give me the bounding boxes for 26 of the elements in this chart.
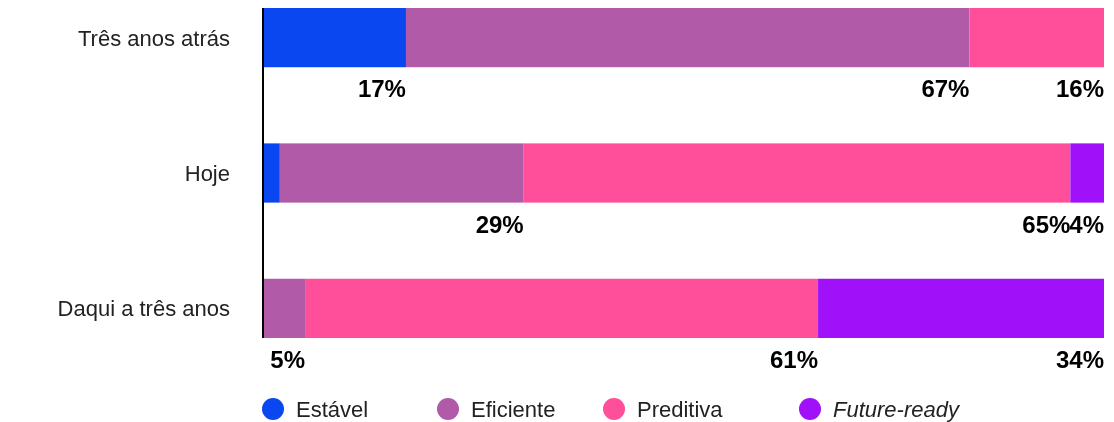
data-label: 65% <box>1022 210 1071 238</box>
bar <box>1070 143 1104 203</box>
bar <box>263 143 280 203</box>
bar <box>405 8 970 68</box>
legend-label: Future-ready <box>833 397 961 422</box>
data-label: 5% <box>270 346 306 373</box>
bar <box>305 278 819 338</box>
data-label: 61% <box>770 346 819 373</box>
bar <box>279 143 524 203</box>
data-label: 34% <box>1055 346 1104 373</box>
legend-label: Eficiente <box>471 397 556 422</box>
legend-label: Preditiva <box>637 397 724 422</box>
legend-label: Estável <box>296 397 369 422</box>
data-label: 17% <box>357 75 406 103</box>
bar <box>263 8 406 68</box>
bar <box>969 8 1104 68</box>
bar <box>523 143 1071 203</box>
data-label: 4% <box>1069 210 1104 238</box>
bar <box>263 278 306 338</box>
y-tick-label: Três anos atrás <box>77 25 230 51</box>
y-tick-label: Hoje <box>184 161 230 186</box>
data-label: 29% <box>475 210 524 238</box>
y-tick-label: Daqui a três anos <box>57 296 230 322</box>
data-label: 16% <box>1055 75 1104 103</box>
bar <box>818 278 1104 338</box>
data-label: 67% <box>921 75 970 103</box>
